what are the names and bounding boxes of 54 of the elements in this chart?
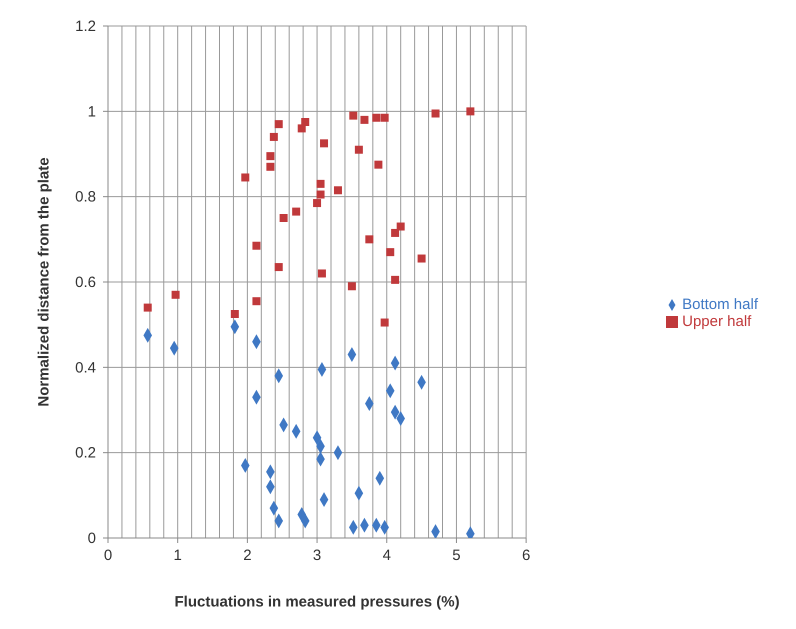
point bbox=[316, 180, 325, 188]
point bbox=[349, 112, 358, 120]
point bbox=[374, 160, 382, 169]
point bbox=[292, 208, 300, 216]
point bbox=[280, 214, 288, 222]
point bbox=[391, 228, 400, 237]
point bbox=[354, 146, 363, 154]
x-axis-title: Fluctuations in measured pressures (%) bbox=[174, 594, 460, 611]
point bbox=[313, 199, 322, 208]
y-tick-label: 0.2 bbox=[75, 444, 96, 462]
legend-label: Bottom half bbox=[682, 296, 758, 313]
point bbox=[348, 282, 356, 290]
point bbox=[391, 276, 400, 284]
point bbox=[316, 190, 325, 199]
point bbox=[320, 139, 328, 148]
point bbox=[274, 120, 283, 128]
point bbox=[432, 109, 440, 118]
point bbox=[386, 248, 394, 256]
x-tick-label: 5 bbox=[452, 547, 461, 564]
point bbox=[372, 114, 380, 122]
x-tick-label: 6 bbox=[522, 547, 530, 564]
point bbox=[418, 254, 426, 263]
x-tick-label: 0 bbox=[104, 547, 112, 564]
y-tick-label: 0.8 bbox=[75, 188, 96, 206]
point bbox=[334, 186, 342, 194]
y-tick-label: 1 bbox=[88, 103, 96, 120]
point bbox=[318, 269, 326, 278]
y-axis-title: Normalized distance from the plate bbox=[35, 157, 52, 407]
point bbox=[266, 162, 274, 171]
y-tick-label: 0.4 bbox=[75, 359, 96, 376]
y-tick-label: 0 bbox=[88, 530, 96, 547]
point bbox=[270, 132, 278, 141]
point bbox=[274, 263, 283, 272]
point bbox=[365, 235, 374, 244]
point bbox=[380, 318, 389, 327]
x-tick-label: 4 bbox=[382, 547, 391, 564]
x-tick-label: 2 bbox=[243, 547, 252, 564]
x-tick-label: 3 bbox=[312, 547, 322, 564]
point bbox=[466, 107, 474, 116]
point bbox=[301, 118, 310, 126]
y-tick-label: 0.6 bbox=[75, 274, 96, 291]
x-tick-label: 1 bbox=[174, 547, 182, 564]
point bbox=[172, 290, 180, 299]
point bbox=[241, 173, 250, 182]
point bbox=[252, 242, 260, 250]
point bbox=[266, 152, 274, 160]
point bbox=[396, 222, 405, 231]
point bbox=[360, 116, 368, 124]
point bbox=[230, 310, 239, 318]
legend-label: Upper half bbox=[682, 313, 752, 330]
point bbox=[252, 297, 260, 306]
point bbox=[380, 114, 389, 122]
y-tick-label: 1.2 bbox=[75, 18, 96, 35]
point bbox=[144, 304, 152, 312]
